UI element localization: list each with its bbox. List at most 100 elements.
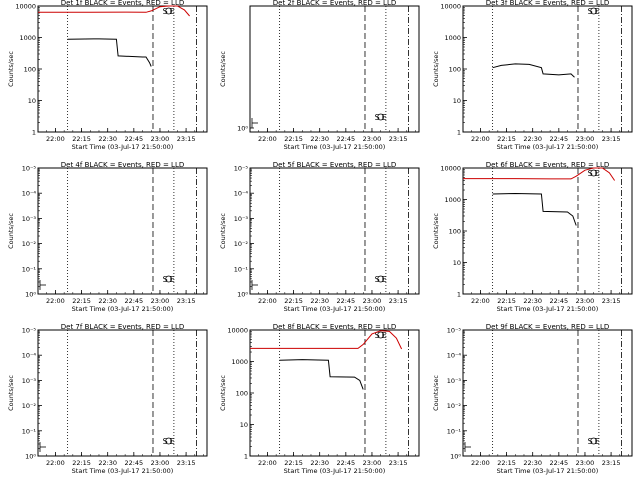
y-tick-label: 1 bbox=[32, 129, 36, 137]
marker-circle bbox=[590, 7, 598, 15]
x-tick-label: 22:30 bbox=[98, 297, 117, 305]
end-marker: E bbox=[595, 7, 600, 16]
x-tick-label: 23:15 bbox=[177, 135, 196, 143]
y-tick-label: 10⁻⁴ bbox=[234, 190, 249, 198]
plot-frame bbox=[37, 329, 208, 457]
panel-det-4: Det 4f BLACK = Events, RED = LLD 10⁰ 10⁻¹ 1… bbox=[7, 161, 208, 313]
y-axis-label: Counts/sec bbox=[432, 213, 440, 249]
x-tick-label: 23:00 bbox=[576, 297, 595, 305]
x-tick-label: 22:15 bbox=[284, 297, 303, 305]
x-tick-label: 22:45 bbox=[336, 297, 355, 305]
x-axis-label: Start Time (03-Jul-17 21:50:00) bbox=[284, 143, 386, 151]
y-tick-label: 1 bbox=[457, 129, 461, 137]
y-tick-label: 10 bbox=[453, 97, 461, 105]
start-marker: S bbox=[163, 437, 168, 446]
x-tick-label: 22:15 bbox=[497, 297, 516, 305]
x-tick-label: 22:30 bbox=[523, 297, 542, 305]
start-marker: S bbox=[375, 275, 380, 284]
start-marker: S bbox=[588, 437, 593, 446]
x-tick-label: 22:30 bbox=[523, 135, 542, 143]
x-tick-label: 22:45 bbox=[549, 459, 568, 467]
end-marker: E bbox=[382, 331, 387, 340]
x-axis-label: Start Time (03-Jul-17 21:50:00) bbox=[497, 143, 599, 151]
end-marker: E bbox=[595, 169, 600, 178]
start-marker: S bbox=[163, 7, 168, 16]
y-tick-label: 10⁻⁵ bbox=[234, 165, 249, 173]
x-axis-label: Start Time (03-Jul-17 21:50:00) bbox=[72, 305, 174, 313]
events-series-line bbox=[492, 192, 577, 226]
start-marker: S bbox=[588, 169, 593, 178]
x-tick-label: 23:00 bbox=[151, 297, 170, 305]
y-tick-label: 100 bbox=[449, 66, 461, 74]
x-tick-label: 22:00 bbox=[258, 135, 277, 143]
x-tick-label: 23:15 bbox=[389, 135, 408, 143]
end-marker: E bbox=[382, 113, 387, 122]
y-tick-label: 10⁰ bbox=[237, 125, 248, 133]
marker-circle bbox=[165, 275, 173, 283]
x-axis-label: Start Time (03-Jul-17 21:50:00) bbox=[497, 305, 599, 313]
panel-det-7: Det 7f BLACK = Events, RED = LLD 10⁰ 10⁻¹ 1… bbox=[7, 323, 208, 475]
panel-det-2: Det 2f BLACK = Events, RED = LLD 10⁰ Count… bbox=[219, 0, 420, 151]
y-tick-label: 10000 bbox=[440, 165, 461, 173]
x-tick-label: 23:15 bbox=[177, 297, 196, 305]
y-tick-label: 1000 bbox=[19, 34, 36, 42]
y-tick-label: 10 bbox=[453, 259, 461, 267]
x-axis-label: Start Time (03-Jul-17 21:50:00) bbox=[497, 467, 599, 475]
end-marker: E bbox=[170, 7, 175, 16]
y-tick-label: 100 bbox=[449, 228, 461, 236]
x-tick-label: 22:00 bbox=[46, 297, 65, 305]
y-axis-label: Counts/sec bbox=[219, 213, 227, 249]
plot-frame bbox=[37, 5, 208, 133]
y-tick-label: 10⁻¹ bbox=[22, 427, 37, 435]
y-tick-label: 1 bbox=[457, 291, 461, 299]
panel-title: Det 6f BLACK = Events, RED = LLD bbox=[486, 161, 609, 169]
x-tick-label: 23:00 bbox=[151, 135, 170, 143]
panel-title: Det 3f BLACK = Events, RED = LLD bbox=[486, 0, 609, 7]
marker-circle bbox=[165, 7, 173, 15]
x-tick-label: 22:00 bbox=[471, 459, 490, 467]
x-tick-label: 22:45 bbox=[549, 135, 568, 143]
y-tick-label: 10⁻² bbox=[22, 402, 37, 410]
y-axis-label: Counts/sec bbox=[7, 51, 15, 87]
plot-frame bbox=[462, 5, 633, 133]
x-tick-label: 22:15 bbox=[284, 135, 303, 143]
lld-series-line bbox=[463, 167, 616, 181]
x-tick-label: 22:00 bbox=[471, 297, 490, 305]
x-tick-label: 23:15 bbox=[177, 459, 196, 467]
x-tick-label: 22:15 bbox=[72, 135, 91, 143]
y-tick-label: 10⁻⁴ bbox=[22, 352, 37, 360]
x-tick-label: 23:00 bbox=[363, 135, 382, 143]
y-tick-label: 10000 bbox=[15, 3, 36, 11]
x-tick-label: 22:00 bbox=[258, 459, 277, 467]
y-tick-label: 10 bbox=[240, 421, 248, 429]
y-tick-label: 10000 bbox=[227, 327, 248, 335]
x-tick-label: 22:00 bbox=[471, 135, 490, 143]
x-tick-label: 23:15 bbox=[602, 135, 621, 143]
y-tick-label: 10⁻² bbox=[447, 402, 462, 410]
x-tick-label: 23:00 bbox=[151, 459, 170, 467]
y-axis-label: Counts/sec bbox=[7, 213, 15, 249]
x-tick-label: 22:30 bbox=[310, 459, 329, 467]
x-tick-label: 22:45 bbox=[336, 135, 355, 143]
plot-frame bbox=[249, 167, 420, 295]
events-series-line bbox=[492, 63, 575, 78]
y-tick-label: 10⁻³ bbox=[22, 377, 37, 385]
panel-title: Det 9f BLACK = Events, RED = LLD bbox=[486, 323, 609, 331]
y-tick-label: 1000 bbox=[444, 196, 461, 204]
marker-circle bbox=[590, 437, 598, 445]
x-tick-label: 22:30 bbox=[310, 297, 329, 305]
y-tick-label: 1000 bbox=[444, 34, 461, 42]
start-marker: S bbox=[588, 7, 593, 16]
end-marker: E bbox=[382, 275, 387, 284]
x-tick-label: 23:00 bbox=[576, 459, 595, 467]
x-tick-label: 22:30 bbox=[98, 459, 117, 467]
plot-frame bbox=[462, 329, 633, 457]
panel-title: Det 7f BLACK = Events, RED = LLD bbox=[61, 323, 184, 331]
panel-det-3: Det 3f BLACK = Events, RED = LLD 1 10 100 10… bbox=[432, 0, 633, 151]
y-tick-label: 10⁻⁵ bbox=[22, 165, 37, 173]
y-tick-label: 100 bbox=[236, 390, 248, 398]
x-axis-label: Start Time (03-Jul-17 21:50:00) bbox=[72, 143, 174, 151]
end-marker: E bbox=[170, 437, 175, 446]
y-tick-label: 10⁻¹ bbox=[234, 265, 249, 273]
x-tick-label: 22:45 bbox=[124, 297, 143, 305]
